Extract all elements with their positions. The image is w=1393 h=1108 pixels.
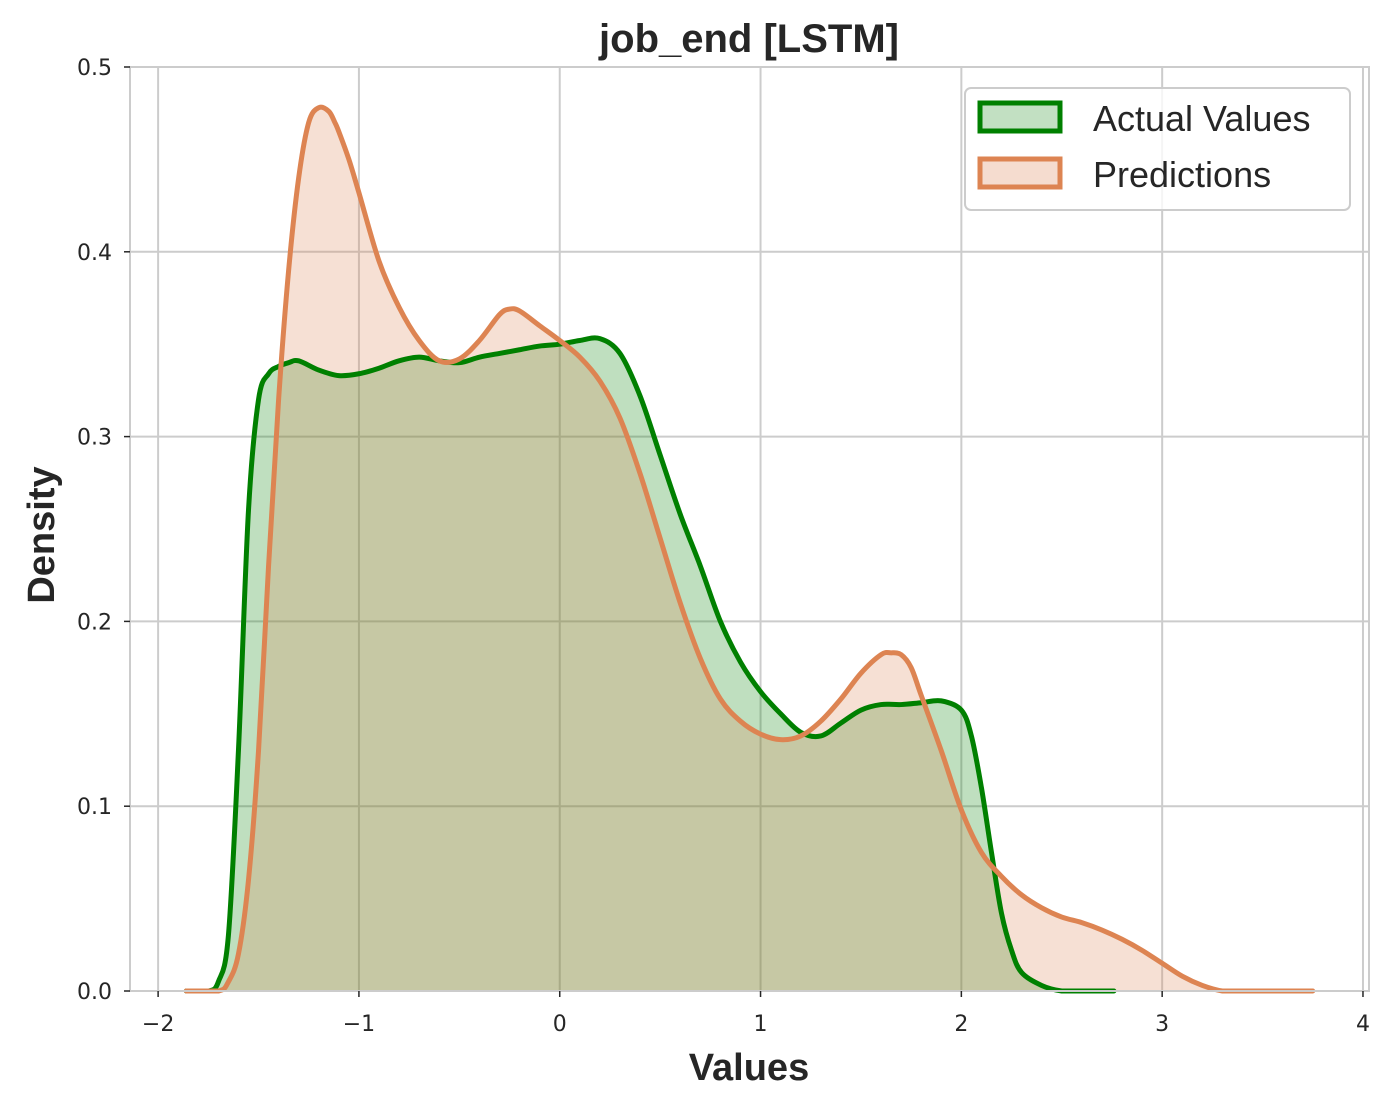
y-tick-label: 0.4	[77, 241, 112, 266]
x-tick-label: 2	[954, 1012, 968, 1037]
x-tick-label: 1	[754, 1012, 768, 1037]
density-line-predictions	[183, 104, 1316, 994]
legend-label-actual-values: Actual Values	[1093, 98, 1310, 139]
legend-swatch-predictions	[977, 156, 1063, 190]
y-tick-label: 0.0	[77, 980, 112, 1005]
x-axis-label: Values	[689, 1047, 809, 1089]
x-tick-label: 4	[1356, 1012, 1370, 1037]
density-fills	[186, 107, 1313, 992]
y-tick-label: 0.1	[77, 795, 112, 820]
y-tick-label: 0.5	[77, 56, 112, 81]
x-tick-label: −1	[343, 1012, 375, 1037]
density-fill-predictions	[186, 107, 1313, 992]
x-axis-ticks: −2 −1 0 1 2 3 4	[142, 991, 1370, 1037]
y-tick-label: 0.3	[77, 426, 112, 451]
density-lines	[183, 104, 1316, 994]
x-tick-label: 0	[553, 1012, 567, 1037]
chart-title: job_end [LSTM]	[598, 17, 899, 61]
x-tick-label: 3	[1155, 1012, 1169, 1037]
x-tick-label: −2	[142, 1012, 174, 1037]
y-tick-label: 0.2	[77, 610, 112, 635]
density-fill-actual-values	[186, 337, 1114, 991]
legend: Actual Values Predictions	[964, 87, 1351, 211]
density-line-actual-values	[183, 335, 1117, 994]
legend-swatch-actual-values	[977, 100, 1063, 134]
y-axis-ticks: 0.0 0.1 0.2 0.3 0.4 0.5	[77, 56, 130, 1005]
plot-frame	[129, 66, 1370, 992]
legend-label-predictions: Predictions	[1093, 154, 1271, 195]
plot-area	[183, 104, 1316, 994]
y-axis-label: Density	[21, 466, 63, 603]
